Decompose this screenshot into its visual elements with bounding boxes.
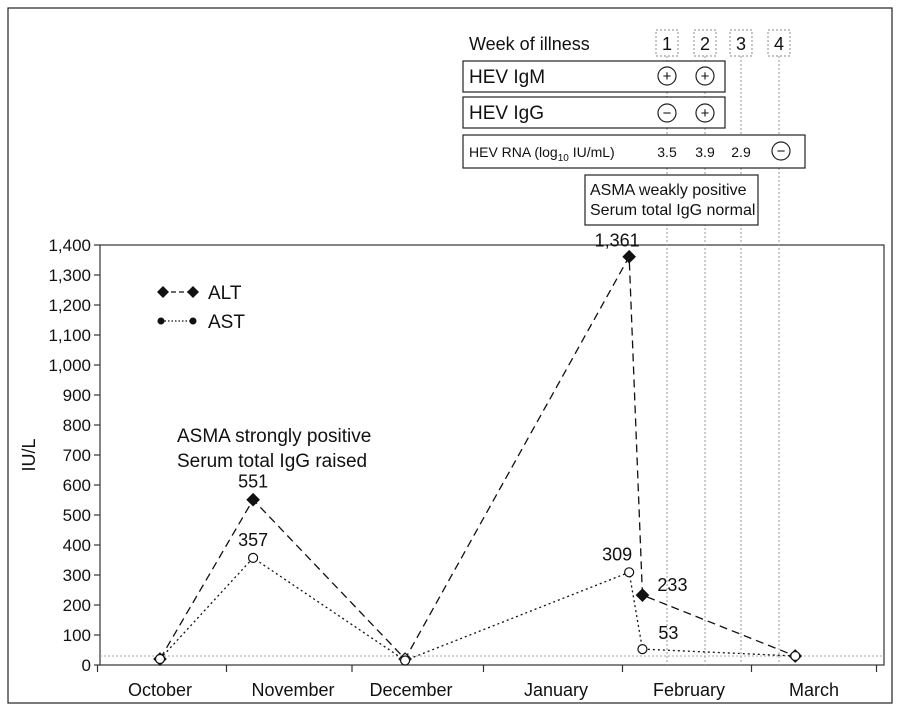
- hev-igm-row: HEV IgM + +: [462, 60, 726, 93]
- y-tick-label: 200: [63, 596, 91, 615]
- outer-frame: [7, 7, 893, 704]
- x-tick-label: February: [653, 680, 725, 700]
- legend-ast-marker-left: [157, 317, 165, 325]
- ast-value-label: 357: [238, 530, 268, 550]
- october-note-line1: ASMA strongly positive: [177, 426, 371, 447]
- ast-point: [790, 650, 801, 662]
- alt-value-label: 1,361: [595, 231, 640, 251]
- hev-igg-box: [462, 96, 726, 129]
- ast-point: [400, 655, 411, 666]
- rna-week4-circle: [771, 141, 791, 161]
- hev-igm-label: HEV IgM: [469, 67, 545, 88]
- hev-igg-label: HEV IgG: [469, 103, 544, 124]
- x-axis: October November December January February Ma…: [96, 665, 878, 700]
- hev-rna-row: HEV RNA (log10 IU/mL) 3.5 3.9 2.9 −: [462, 134, 806, 169]
- ast-value-label: 309: [602, 544, 632, 564]
- igm-week2-circle: [695, 66, 715, 86]
- y-tick-label: 1,400: [48, 236, 91, 255]
- ast-value-label: 53: [658, 623, 678, 643]
- rna-week3-value: 2.9: [731, 144, 751, 160]
- february-note: ASMA weakly positive Serum total IgG nor…: [584, 174, 759, 226]
- y-tick-label: 1,000: [48, 356, 91, 375]
- alt-point: [635, 588, 650, 602]
- legend-ast-label: AST: [208, 312, 245, 333]
- y-tick-label: 300: [63, 566, 91, 585]
- legend-alt-label: ALT: [208, 283, 242, 304]
- week-2-box: [693, 29, 717, 57]
- legend-ast-marker-right: [189, 317, 197, 325]
- igm-week1-circle: [657, 66, 677, 86]
- ast-point: [624, 567, 635, 578]
- alt-point: [622, 249, 636, 264]
- y-tick-label: 1,200: [48, 296, 91, 315]
- y-tick-label: 400: [63, 536, 91, 555]
- y-axis-label: IU/L: [19, 438, 39, 471]
- february-note-line2: Serum total IgG normal: [590, 202, 755, 219]
- legend-alt-marker-left: [157, 286, 169, 298]
- rna-week4-sign: −: [777, 143, 786, 160]
- igg-week2-sign: +: [701, 105, 710, 122]
- week-4-label: 4: [774, 34, 784, 54]
- october-note-line2: Serum total IgG raised: [177, 451, 367, 472]
- week-3-label: 3: [736, 34, 746, 54]
- week-1-label: 1: [662, 34, 672, 54]
- week-header: Week of illness 1 2 3 4: [469, 29, 791, 57]
- y-tick-label: 600: [63, 476, 91, 495]
- series-line-ast: [159, 557, 796, 662]
- y-tick-label: 800: [63, 416, 91, 435]
- week-4-box: [767, 29, 791, 57]
- y-tick-label: 1,100: [48, 326, 91, 345]
- hev-rna-box: [462, 134, 806, 169]
- rna-week2-value: 3.9: [695, 144, 715, 160]
- week-of-illness-label: Week of illness: [469, 34, 590, 54]
- february-note-box: [584, 174, 759, 226]
- hev-igg-row: HEV IgG − +: [462, 96, 726, 129]
- y-tick-label: 500: [63, 506, 91, 525]
- legend-ast: AST: [157, 312, 245, 333]
- igm-week1-sign: +: [663, 68, 672, 85]
- y-tick-label: 0: [82, 656, 91, 675]
- week-guide-lines: [666, 40, 780, 665]
- ast-point: [154, 653, 166, 665]
- hev-igm-box: [462, 60, 726, 93]
- series-layer: 551 1,361 233 357 309 53: [153, 231, 803, 666]
- y-tick-label: 900: [63, 386, 91, 405]
- x-tick-label: January: [524, 680, 588, 700]
- igg-week2-circle: [695, 103, 715, 123]
- legend-alt: ALT: [157, 283, 242, 304]
- y-tick-label: 100: [63, 626, 91, 645]
- y-tick-label: 700: [63, 446, 91, 465]
- ast-point: [248, 552, 259, 564]
- ast-point: [637, 643, 648, 655]
- x-tick-label: March: [789, 680, 839, 700]
- week-2-label: 2: [700, 34, 710, 54]
- week-3-box: [729, 29, 753, 57]
- february-note-line1: ASMA weakly positive: [590, 182, 747, 199]
- x-tick-label: November: [251, 680, 334, 700]
- igg-week1-sign: −: [663, 105, 672, 122]
- y-tick-label: 1,300: [48, 266, 91, 285]
- legend: ALT AST: [157, 283, 245, 333]
- alt-point: [246, 492, 260, 507]
- y-axis: 0 100 200 300 400 500 600 700 800 900 1,000 1,100 1,…: [48, 236, 100, 675]
- hev-rna-label: HEV RNA (log10 IU/mL): [469, 144, 615, 164]
- x-tick-label: December: [369, 680, 452, 700]
- alt-value-label: 233: [657, 575, 687, 595]
- rna-week1-value: 3.5: [657, 144, 677, 160]
- igg-week1-circle: [657, 103, 677, 123]
- alt-value-label: 551: [238, 472, 268, 492]
- week-1-box: [655, 29, 679, 57]
- legend-alt-marker-right: [187, 286, 199, 298]
- october-note: ASMA strongly positive Serum total IgG r…: [177, 426, 371, 472]
- x-tick-label: October: [128, 680, 192, 700]
- igm-week2-sign: +: [701, 68, 710, 85]
